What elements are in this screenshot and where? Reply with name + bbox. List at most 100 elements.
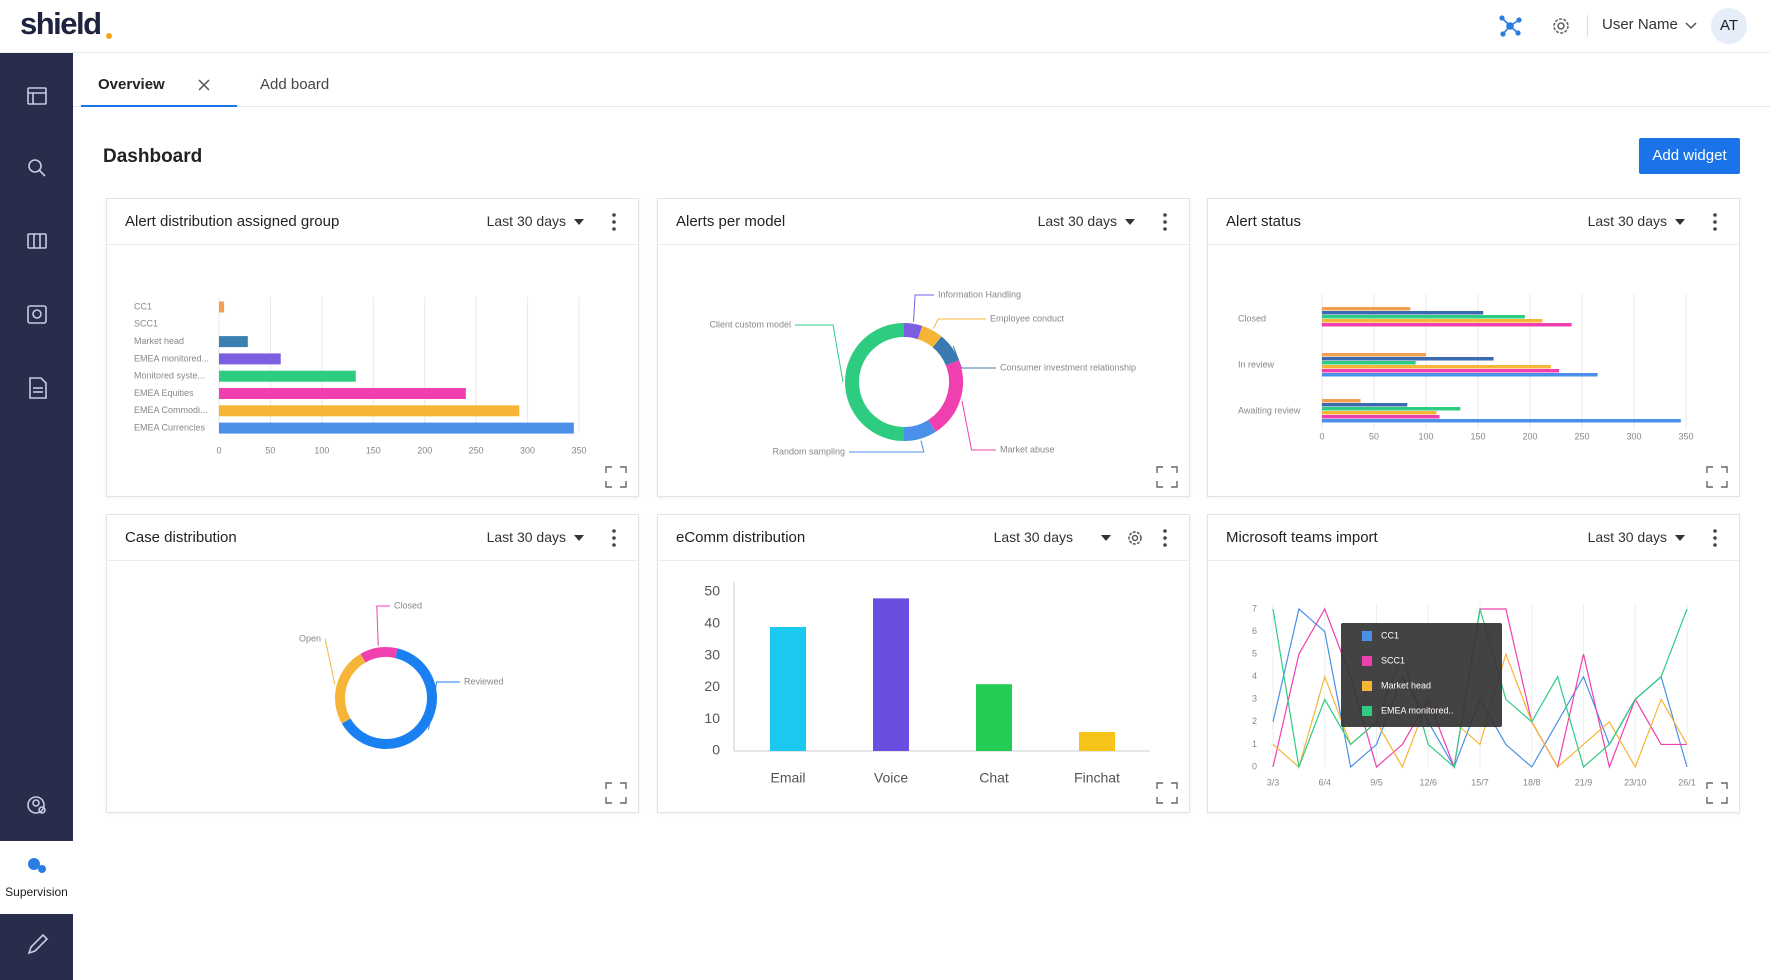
avatar[interactable]: AT [1711,8,1747,44]
menu-dot[interactable] [612,220,616,224]
donut-segment [917,325,942,348]
menu-dot[interactable] [1163,227,1167,231]
add-widget-button[interactable]: Add widget [1639,138,1740,174]
logo-dot [106,33,112,39]
range-select[interactable]: Last 30 days [486,213,566,229]
bar [1322,365,1551,369]
bar [219,370,356,382]
user-name[interactable]: User Name [1602,16,1678,33]
report-icon[interactable] [29,377,47,399]
widget: 3/3 6/4 9/5 12/6 15/7 18/8 21/9 23/10 26/1 0 1 2 3 4 5… [1207,514,1740,813]
y-tick-label: 0 [712,742,720,758]
menu-dot[interactable] [1163,213,1167,217]
menu-dot[interactable] [1713,543,1717,547]
network-icon[interactable] [1498,14,1522,38]
x-tick-label: 6/4 [1318,777,1331,787]
review-icon[interactable] [27,305,47,324]
range-caret[interactable] [1125,219,1135,225]
y-tick-label: 5 [1252,649,1257,659]
bar [1322,357,1494,361]
menu-dot[interactable] [612,227,616,231]
logo[interactable]: shield [20,6,102,41]
expand-icon[interactable] [605,782,627,804]
menu-dot[interactable] [612,536,616,540]
bar [1322,315,1525,319]
widget-header: Microsoft teams import Last 30 days [1208,515,1739,561]
donut-segment [932,336,959,366]
widget-header: Alerts per model Last 30 days [658,199,1189,245]
range-caret[interactable] [574,535,584,541]
header-controls [1675,529,1717,547]
range-select[interactable]: Last 30 days [1587,529,1667,545]
legend-label: SCC1 [1381,655,1405,665]
range-caret[interactable] [1675,219,1685,225]
menu-dot[interactable] [1713,220,1717,224]
range-select[interactable]: Last 30 days [486,529,566,545]
admin-icon[interactable] [27,796,46,814]
x-tick-label: 250 [469,445,484,455]
segment-label: Information Handling [938,289,1021,299]
bar [873,598,909,751]
category-label: SCC1 [134,319,158,329]
y-tick-label: 50 [704,583,720,599]
bar [219,301,225,313]
tab-close[interactable] [198,79,210,91]
x-tick-label: Chat [979,770,1009,786]
menu-dot[interactable] [1713,536,1717,540]
menu-dot[interactable] [1163,529,1167,533]
bar [1322,323,1572,327]
expand-icon[interactable] [1156,782,1178,804]
bar [219,422,574,434]
x-tick-label: 350 [1678,431,1693,441]
case-icon[interactable] [27,233,47,249]
active-item[interactable] [0,841,73,914]
bar [1322,411,1437,415]
menu-dot[interactable] [1163,220,1167,224]
widget-title: Alert status [1226,213,1302,230]
range-select[interactable]: Last 30 days [1587,213,1667,229]
menu-dot[interactable] [612,529,616,533]
chart: Closed Reviewed Open [299,600,627,804]
range-caret[interactable] [1101,535,1111,541]
expand-icon[interactable] [605,466,627,488]
expand-icon[interactable] [1156,466,1178,488]
sidebar-icons [0,87,73,955]
edit-icon[interactable] [27,933,49,955]
range-select[interactable]: Last 30 days [1037,213,1117,229]
menu-dot[interactable] [1713,213,1717,217]
settings-icon[interactable] [1550,15,1572,37]
legend-swatch [1362,706,1372,716]
range-caret[interactable] [574,219,584,225]
menu-dot[interactable] [1713,227,1717,231]
legend-swatch [1362,681,1372,691]
tab-overview[interactable]: Overview [98,76,165,93]
widget-settings[interactable] [1128,531,1142,545]
board-icon[interactable] [27,87,47,105]
chart: 0 50 100 150 200 250 300 350 CC1 SCC1 Market head E… [134,297,627,488]
expand-icon[interactable] [1706,782,1728,804]
menu-dot[interactable] [1163,536,1167,540]
range-caret[interactable] [1675,535,1685,541]
bar [1322,369,1560,373]
widget: Closed Reviewed Open Case distribution Last … [106,514,639,813]
menu-dot[interactable] [612,213,616,217]
legend-label: EMEA monitored.. [1381,705,1454,715]
bar [219,388,466,399]
menu-dot[interactable] [1713,529,1717,533]
menu-dot[interactable] [1163,543,1167,547]
segment-label: Random sampling [772,446,845,456]
leader-line [795,324,844,383]
range-select[interactable]: Last 30 days [993,529,1073,545]
search-icon[interactable] [28,159,46,177]
menu-dot[interactable] [612,543,616,547]
user-chevron[interactable] [1684,20,1698,32]
y-tick-label: 20 [704,678,720,694]
legend-swatch [1362,656,1372,666]
tab-add-board[interactable]: Add board [260,76,330,93]
divider [1587,15,1588,37]
x-tick-label: 12/6 [1419,777,1437,787]
expand-icon[interactable] [1706,466,1728,488]
y-tick-label: 2 [1252,716,1257,726]
supervision-label[interactable]: Supervision [5,885,68,899]
